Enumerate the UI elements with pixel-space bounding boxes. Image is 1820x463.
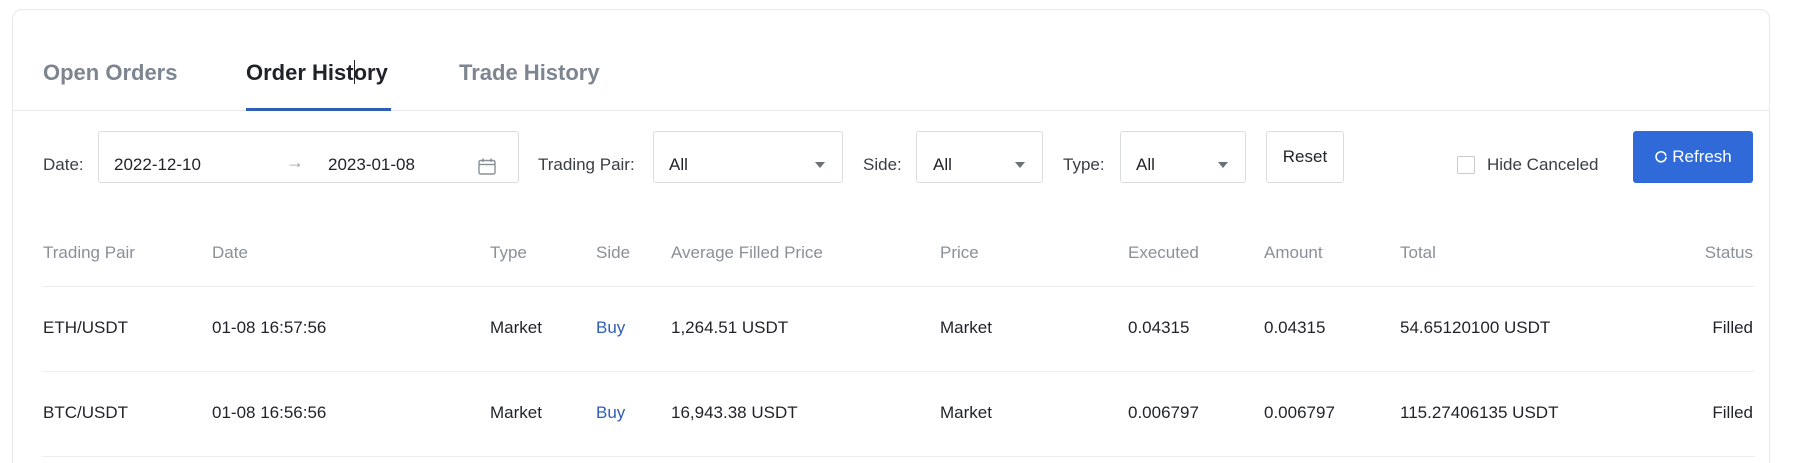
- type-value: All: [1136, 155, 1155, 174]
- trading-pair-label: Trading Pair:: [538, 155, 635, 174]
- cell-side: Buy: [596, 403, 626, 422]
- side-value: All: [933, 155, 952, 174]
- cell-average-filled-price: 1,264.51 USDT: [671, 318, 789, 337]
- cell-total: 54.65120100 USDT: [1400, 318, 1551, 337]
- trading-pair-select[interactable]: [653, 131, 843, 183]
- cell-price: Market: [940, 318, 992, 337]
- tab-order-history-label-end: ory: [353, 60, 388, 85]
- tab-bar: [12, 9, 1770, 111]
- reset-button[interactable]: Reset: [1266, 131, 1344, 183]
- cell-trading-pair: BTC/USDT: [43, 403, 128, 422]
- date-end-input[interactable]: 2023-01-08: [328, 155, 415, 174]
- order-panel: [12, 9, 1770, 463]
- column-header-total: Total: [1400, 243, 1436, 262]
- cell-side: Buy: [596, 318, 626, 337]
- row-divider: [42, 456, 1755, 457]
- side-select[interactable]: [916, 131, 1043, 183]
- side-label: Side:: [863, 155, 902, 174]
- cell-date: 01-08 16:56:56: [212, 403, 327, 422]
- chevron-down-icon: [815, 162, 825, 168]
- cell-date: 01-08 16:57:56: [212, 318, 327, 337]
- tab-order-history-label-start: Order Hist: [246, 60, 354, 85]
- hide-canceled-checkbox[interactable]: [1457, 156, 1475, 174]
- type-select[interactable]: [1120, 131, 1246, 183]
- cell-type: Market: [490, 318, 542, 337]
- column-header-side: Side: [596, 243, 631, 262]
- row-divider: [42, 371, 1755, 372]
- cell-total: 115.27406135 USDT: [1400, 403, 1559, 422]
- active-tab-underline: [246, 108, 391, 111]
- cell-price: Market: [940, 403, 992, 422]
- column-header-status: Status: [1704, 243, 1753, 262]
- chevron-down-icon: [1015, 162, 1025, 168]
- cell-type: Market: [490, 403, 542, 422]
- chevron-down-icon: [1218, 162, 1228, 168]
- column-header-price: Price: [940, 243, 979, 262]
- cell-executed: 0.04315: [1128, 318, 1190, 337]
- date-range-picker[interactable]: [98, 131, 519, 183]
- cell-amount: 0.006797: [1264, 403, 1335, 422]
- header-divider: [42, 286, 1755, 287]
- column-header-trading-pair: Trading Pair: [43, 243, 135, 262]
- refresh-label: Refresh: [1672, 147, 1732, 166]
- tab-order-history[interactable]: Order History: [246, 60, 388, 86]
- text-caret: [353, 60, 355, 84]
- hide-canceled-label[interactable]: Hide Canceled: [1487, 155, 1599, 174]
- arrow-right-icon: →: [286, 152, 304, 172]
- refresh-icon: [1655, 151, 1668, 163]
- cell-status: Filled: [1712, 318, 1753, 337]
- column-header-executed: Executed: [1128, 243, 1199, 262]
- cell-executed: 0.006797: [1128, 403, 1199, 422]
- refresh-button[interactable]: Refresh: [1633, 131, 1753, 183]
- column-header-average-filled-price: Average Filled Price: [671, 243, 823, 262]
- date-label: Date:: [43, 155, 84, 174]
- trading-pair-value: All: [669, 155, 688, 174]
- tab-trade-history[interactable]: Trade History: [459, 60, 600, 85]
- column-header-type: Type: [490, 243, 527, 262]
- cell-trading-pair: ETH/USDT: [43, 318, 128, 337]
- calendar-icon[interactable]: [478, 158, 496, 175]
- column-header-date: Date: [212, 243, 248, 262]
- date-start-input[interactable]: 2022-12-10: [114, 155, 201, 174]
- tab-open-orders[interactable]: Open Orders: [43, 60, 178, 85]
- column-header-amount: Amount: [1264, 243, 1323, 262]
- cell-status: Filled: [1712, 403, 1753, 422]
- type-label: Type:: [1063, 155, 1105, 174]
- cell-amount: 0.04315: [1264, 318, 1326, 337]
- cell-average-filled-price: 16,943.38 USDT: [671, 403, 798, 422]
